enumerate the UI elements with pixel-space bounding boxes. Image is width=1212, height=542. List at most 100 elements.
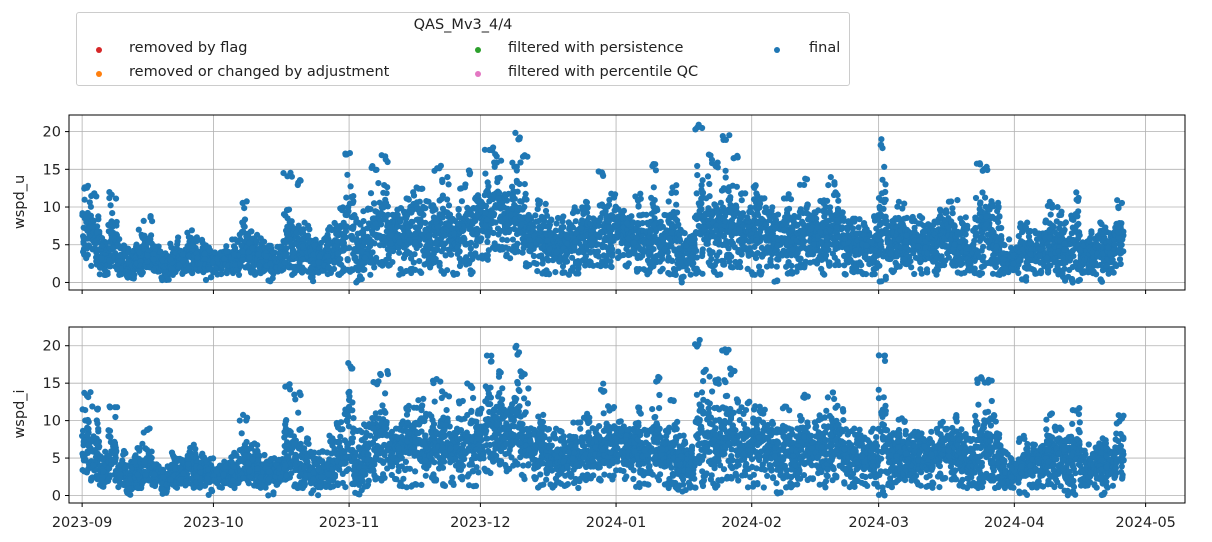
data-point [712,161,719,168]
data-point [546,271,553,278]
data-point [301,219,308,226]
data-point [475,254,482,261]
data-point [1000,256,1007,263]
data-point [799,226,807,234]
data-point [789,226,796,233]
data-point [368,238,375,245]
data-point [432,239,440,246]
data-point [607,263,614,270]
data-point [693,247,700,254]
data-point [588,240,596,247]
data-point [194,254,201,261]
data-point [719,241,726,249]
data-point [99,242,106,249]
data-point [681,230,688,237]
data-point [657,224,664,231]
data-point [650,246,657,253]
data-point [495,195,502,202]
data-point [699,270,706,277]
data-point [797,255,804,262]
data-point [980,243,987,250]
data-point [744,214,751,221]
data-point [727,207,734,215]
data-point [336,256,343,263]
data-point [972,224,979,232]
data-point [376,242,384,249]
data-point [448,217,455,224]
data-point [491,210,498,217]
data-point [797,264,804,271]
data-point [553,249,560,256]
data-point [223,248,230,255]
data-point [90,217,97,224]
data-point [169,271,176,278]
data-point [951,222,958,229]
data-point [116,236,123,243]
data-point [518,221,525,228]
data-point [693,254,701,261]
data-point [474,192,482,199]
data-point [296,177,304,184]
data-point [439,241,446,248]
data-point [135,226,142,233]
data-point [359,260,366,267]
data-point [749,271,756,278]
data-point [343,212,350,219]
data-point [83,184,91,191]
data-point [159,257,166,264]
data-point [949,210,956,217]
data-point [373,254,380,261]
data-point [482,170,489,177]
data-point [211,249,218,256]
data-point [807,259,814,266]
data-point [737,264,744,271]
data-point [461,184,468,191]
data-point [666,235,673,242]
data-point [858,262,865,269]
data-point [1001,242,1008,249]
data-point [496,189,503,196]
data-point [344,171,351,178]
data-point [125,258,132,265]
data-point [775,236,782,243]
data-point [578,243,585,250]
data-point [672,215,679,222]
data-point [572,238,579,245]
data-point [542,200,549,207]
data-point [503,253,510,260]
data-point [898,220,905,227]
data-point [90,191,97,198]
data-point [912,254,920,261]
data-point [727,194,734,201]
data-point [689,236,696,243]
data-point [712,239,719,246]
data-point [882,273,889,280]
data-point [287,169,294,176]
data-point [483,216,491,223]
data-point [495,231,502,238]
data-point [285,206,293,213]
data-point [976,271,983,278]
data-point [660,236,667,243]
data-point [922,244,929,251]
data-point [774,242,782,249]
data-point [346,244,353,251]
data-point [668,223,676,230]
data-point [976,253,983,261]
data-point [247,228,254,235]
data-point [907,258,914,265]
data-point [458,198,465,205]
data-point [473,225,481,232]
data-point [983,163,990,170]
data-point [675,251,683,258]
data-point [881,163,888,170]
data-point [487,228,494,236]
data-point [298,227,305,234]
data-point [694,124,701,131]
data-point [81,196,88,203]
data-point [481,192,488,199]
data-point [834,234,842,241]
data-point [668,189,675,197]
data-point [379,204,386,211]
